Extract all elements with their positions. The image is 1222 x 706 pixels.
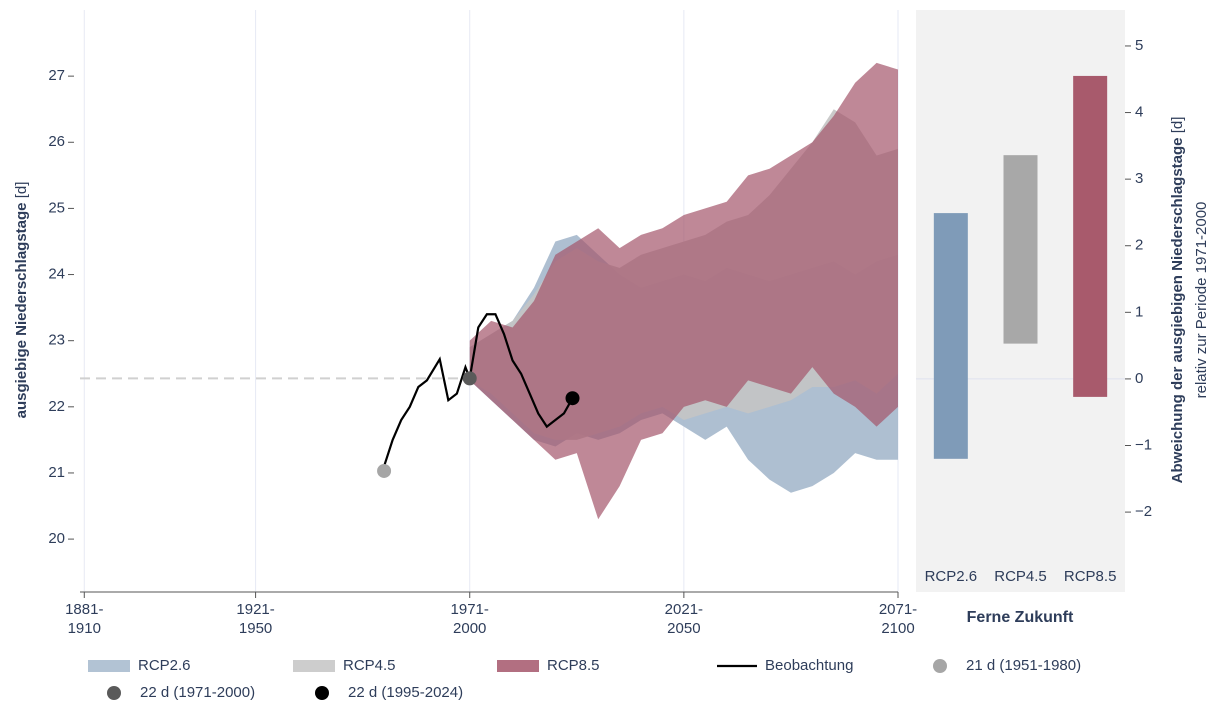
y2-tick-label: −2 [1135, 503, 1152, 520]
legend-label: RCP4.5 [343, 657, 396, 674]
marker [377, 463, 392, 478]
legend-label: RCP8.5 [547, 657, 600, 674]
legend-label: Beobachtung [765, 657, 853, 674]
y-tick-label: 21 [48, 464, 65, 481]
x-tick-label: 2021-2050 [664, 601, 704, 637]
legend-marker [107, 686, 121, 700]
panel-x-title: Ferne Zukunft [967, 609, 1074, 626]
observation-line [383, 313, 574, 467]
legend-marker [933, 659, 947, 673]
y2-tick-label: −1 [1135, 436, 1152, 453]
y2-tick-label: 0 [1135, 370, 1143, 387]
category-label: RCP4.5 [994, 568, 1047, 585]
y2-tick-label: 2 [1135, 237, 1143, 254]
y-tick-label: 24 [48, 266, 65, 283]
marker [462, 371, 477, 386]
y-axis-title: ausgiebige Niederschlagstage [d] [13, 182, 30, 419]
bar [1073, 75, 1108, 397]
y-tick-label: 22 [48, 398, 65, 415]
category-label: RCP2.6 [925, 568, 978, 585]
legend-label: RCP2.6 [138, 657, 191, 674]
x-tick-label: 1881-1910 [65, 601, 104, 637]
x-tick-label: 1971-2000 [450, 601, 489, 637]
band [469, 62, 898, 520]
y2-axis-title: Abweichung der ausgiebigen Niederschlags… [1169, 117, 1186, 484]
x-tick-label: 2071-2100 [878, 601, 918, 637]
y-tick-label: 25 [48, 199, 65, 216]
y-tick-label: 23 [48, 332, 65, 349]
legend-marker [315, 686, 329, 700]
y2-tick-label: 4 [1135, 104, 1143, 121]
legend-swatch [88, 660, 130, 672]
legend-label: 22 d (1971-2000) [140, 684, 255, 701]
legend-label: 22 d (1995-2024) [348, 684, 463, 701]
y2-axis-subtitle: relativ zur Periode 1971-2000 [1193, 202, 1210, 399]
y-tick-label: 26 [48, 133, 65, 150]
legend-swatch [293, 660, 335, 672]
bar [1003, 155, 1038, 344]
marker [565, 391, 580, 406]
y-tick-label: 20 [48, 530, 65, 547]
legend-label: 21 d (1951-1980) [966, 657, 1081, 674]
y2-tick-label: 5 [1135, 37, 1143, 54]
category-label: RCP8.5 [1064, 568, 1117, 585]
bar [933, 213, 968, 459]
x-tick-label: 1921-1950 [236, 601, 275, 637]
y2-tick-label: 1 [1135, 303, 1143, 320]
legend-swatch [497, 660, 539, 672]
y2-tick-label: 3 [1135, 170, 1143, 187]
y-tick-label: 27 [48, 67, 65, 84]
